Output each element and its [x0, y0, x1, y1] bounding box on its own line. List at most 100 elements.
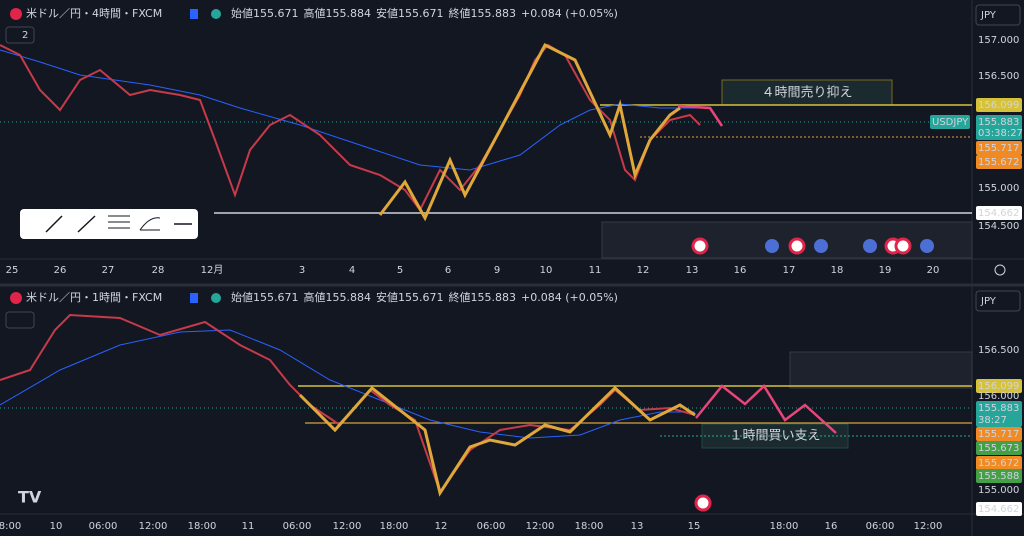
ohlc-value: +0.084 (+0.05%) — [521, 291, 618, 304]
range-box — [601, 221, 973, 259]
time-label: 26 — [54, 265, 67, 276]
ohlc-label: 終値 — [449, 6, 471, 20]
currency: JPY — [980, 296, 997, 307]
time-label: 06:00 — [866, 521, 895, 532]
price-tag — [976, 502, 1022, 516]
indicator-toggle[interactable] — [5, 311, 35, 329]
time-label: 6 — [445, 265, 451, 276]
ohlc-value: 155.884 — [326, 7, 372, 20]
price-tag — [976, 413, 1022, 427]
time-label: 12:00 — [333, 521, 362, 532]
time-label: 18:00 — [770, 521, 799, 532]
currency: JPY — [980, 10, 997, 21]
time-label: 16 — [825, 521, 838, 532]
flag-icon — [10, 8, 22, 20]
time-label: 10 — [50, 521, 63, 532]
time-label: 13 — [686, 265, 699, 276]
drawing-toolbar[interactable] — [20, 209, 198, 239]
price-tag — [976, 427, 1022, 441]
currency-dropdown[interactable] — [975, 4, 1021, 26]
ohlc-label: 終値 — [449, 290, 471, 304]
price-tag — [976, 126, 1022, 140]
time-label: 18:00 — [380, 521, 409, 532]
time-label: 8:00 — [0, 521, 21, 532]
price-label: 155.883 — [978, 403, 1019, 414]
price-label: 156.000 — [978, 391, 1019, 402]
price-tag — [976, 98, 1022, 112]
ohlc-value: 155.671 — [253, 7, 299, 20]
ohlc-value: 155.671 — [398, 7, 444, 20]
status-dot — [190, 293, 198, 303]
time-label: 9 — [494, 265, 500, 276]
time-label: 20 — [927, 265, 940, 276]
time-label: 18 — [831, 265, 844, 276]
price-tag — [976, 401, 1022, 415]
price-tag — [976, 155, 1022, 169]
ohlc-value: 155.884 — [326, 291, 372, 304]
price-label: 154.662 — [978, 208, 1019, 219]
settings-icon[interactable] — [994, 264, 1006, 276]
price-label: 03:38:27 — [978, 128, 1023, 139]
price-label: 156.099 — [978, 381, 1019, 392]
ohlc-value: 155.671 — [398, 291, 444, 304]
symbol: 米ドル／円・1時間・FXCM — [26, 291, 162, 304]
ohlc-value: 155.883 — [471, 7, 517, 20]
price-label: 155.883 — [978, 117, 1019, 128]
projection — [677, 104, 724, 127]
logo: TV — [18, 488, 42, 507]
status-dot — [190, 9, 198, 19]
moving-average — [0, 329, 695, 439]
market-status — [211, 293, 221, 303]
price-label: 154.662 — [978, 504, 1019, 515]
price-label: 155.000 — [978, 485, 1019, 496]
time-label: 16 — [734, 265, 747, 276]
annotation: １時間買い支え — [729, 429, 820, 444]
currency-dropdown[interactable] — [975, 290, 1021, 312]
price-tag — [976, 115, 1022, 129]
price-label: 157.000 — [978, 35, 1019, 46]
time-label: 12 — [435, 521, 448, 532]
price-label: USDJPY — [932, 117, 969, 128]
market-status — [211, 9, 221, 19]
time-label: 17 — [783, 265, 796, 276]
price-label: 38:27 — [978, 415, 1007, 426]
time-label: 06:00 — [89, 521, 118, 532]
time-label: 27 — [102, 265, 115, 276]
event-markers — [691, 237, 934, 512]
time-label: 3 — [299, 265, 305, 276]
price-label: 156.500 — [978, 345, 1019, 356]
range-box — [789, 351, 973, 389]
price-tag — [930, 115, 970, 129]
ohlc-value: 155.883 — [471, 291, 517, 304]
price-tag — [976, 456, 1022, 470]
price-label: 155.717 — [978, 429, 1019, 440]
time-label: 12 — [637, 265, 650, 276]
time-label: 18:00 — [575, 521, 604, 532]
price-label: 155.672 — [978, 458, 1019, 469]
price-tag — [976, 206, 1022, 220]
symbol: 米ドル／円・4時間・FXCM — [26, 7, 162, 20]
price-label: 155.588 — [978, 471, 1019, 482]
ohlc-label: 安値 — [376, 290, 398, 304]
flag-icon — [10, 292, 22, 304]
time-label: 11 — [589, 265, 602, 276]
indicator-toggle[interactable] — [5, 26, 35, 44]
annotation: ４時間売り抑え — [761, 85, 852, 101]
ohlc-label: 高値 — [304, 6, 326, 20]
time-label: 12:00 — [914, 521, 943, 532]
zigzag — [298, 385, 696, 497]
ohlc-label: 安値 — [376, 6, 398, 20]
time-label: 10 — [540, 265, 553, 276]
price-label: 155.717 — [978, 143, 1019, 154]
time-label: 11 — [242, 521, 255, 532]
time-label: 25 — [6, 265, 19, 276]
time-label: 19 — [879, 265, 892, 276]
price-label: 155.673 — [978, 443, 1019, 454]
time-label: 15 — [688, 521, 701, 532]
ohlc-value: +0.084 (+0.05%) — [521, 7, 618, 20]
price-tag — [976, 141, 1022, 155]
indicator-count: 2 — [22, 30, 28, 41]
time-label: 18:00 — [188, 521, 217, 532]
chart-pane — [0, 286, 972, 536]
